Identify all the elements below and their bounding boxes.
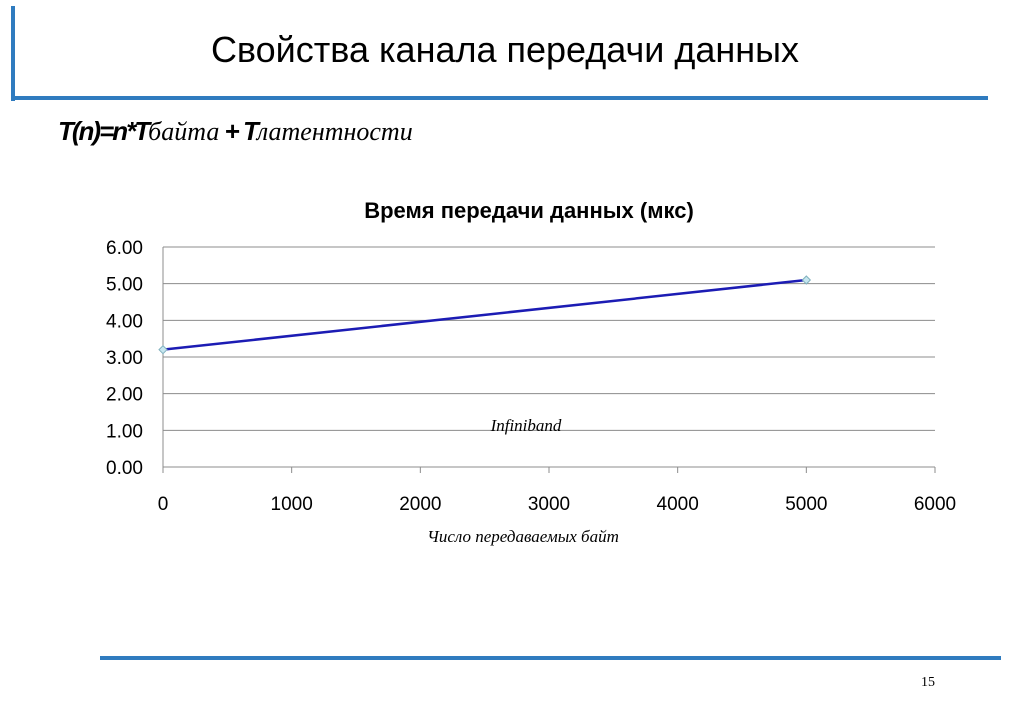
y-tick-label: 0.00 [106, 458, 143, 479]
x-tick-label: 3000 [528, 494, 570, 515]
y-tick-label: 1.00 [106, 421, 143, 442]
y-tick-label: 5.00 [106, 275, 143, 296]
x-axis-label: Число передаваемых байт [427, 527, 619, 546]
footer-rule [100, 656, 1001, 660]
data-point [801, 275, 812, 285]
chart-series [158, 275, 812, 355]
formula-plus: + T [219, 116, 259, 146]
x-tick-label: 5000 [785, 494, 827, 515]
x-tick-label: 6000 [914, 494, 956, 515]
x-tick-label: 1000 [271, 494, 313, 515]
y-tick-labels: 0.00 1.00 2.00 3.00 4.00 5.00 6.00 [106, 238, 143, 479]
x-tick-label: 4000 [657, 494, 699, 515]
y-tick-label: 3.00 [106, 348, 143, 369]
y-tick-label: 4.00 [106, 311, 143, 332]
page-number: 15 [921, 675, 935, 690]
formula: T(n)=n*Tбайта + Tлатентности [58, 116, 413, 147]
chart-title: Время передачи данных (мкс) [364, 198, 694, 223]
formula-subscript-byte: байта [148, 117, 220, 146]
slide-title: Свойства канала передачи данных [210, 29, 800, 70]
x-tick-label: 2000 [399, 494, 441, 515]
x-tick-marks [162, 467, 936, 473]
x-tick-label: 0 [158, 494, 169, 515]
data-point [158, 344, 168, 355]
x-tick-labels: 0 1000 2000 3000 4000 5000 6000 [158, 494, 956, 515]
left-accent-bar [11, 6, 15, 101]
formula-subscript-latency: латентности [256, 117, 413, 146]
y-tick-label: 6.00 [106, 238, 143, 259]
series-annotation: Infiniband [490, 416, 562, 435]
y-tick-label: 2.00 [106, 385, 143, 406]
series-line [162, 278, 807, 351]
title-underline [11, 96, 988, 100]
formula-prefix: T(n)=n*T [58, 116, 150, 146]
